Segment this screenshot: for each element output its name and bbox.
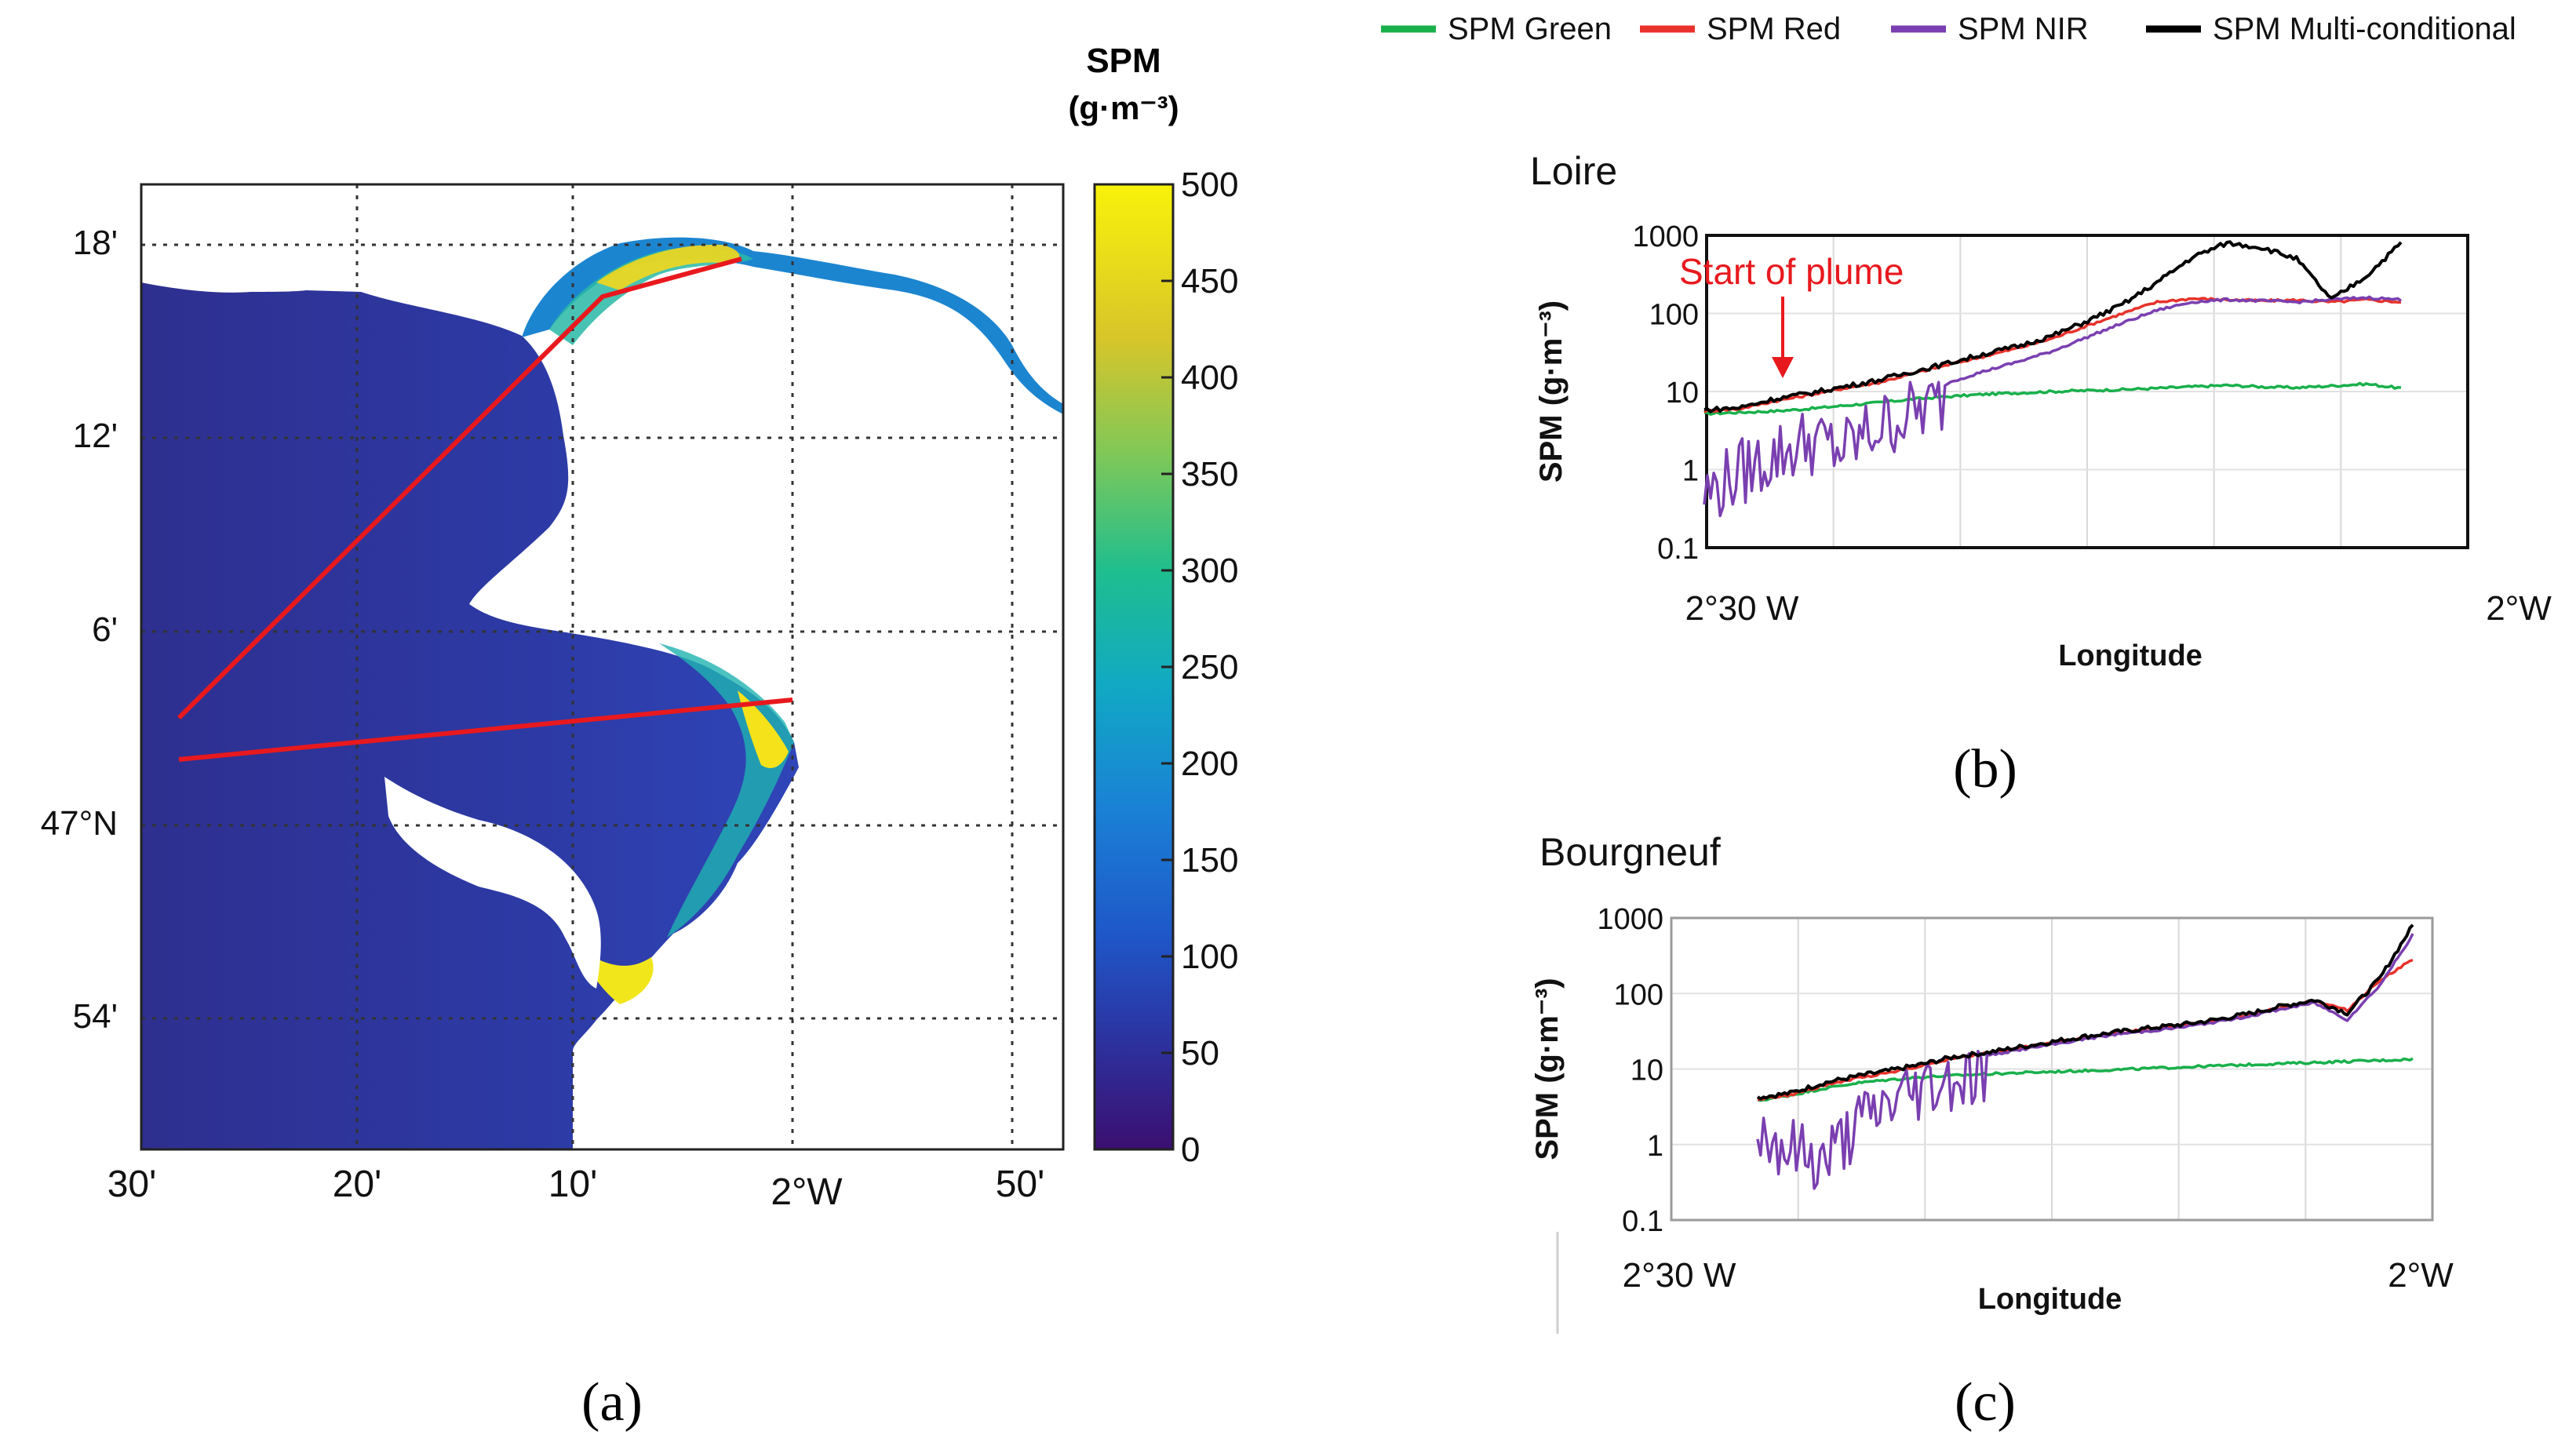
x-tick-label: 2°W [2388,1256,2454,1295]
loire-chart: Loire 1000 100 10 1 0.1 2°30 W 2°W Longitude SPM… [1530,149,2552,672]
y-tick-label: 0.1 [1657,533,1699,566]
lon-label: 30' [107,1164,157,1205]
series-line-spm-green [1757,1057,2414,1102]
colorbar-tick-label: 100 [1181,938,1238,976]
y-tick-label: 0.1 [1622,1205,1663,1238]
colorbar-tick-label: 300 [1181,552,1238,590]
plot-frame [1705,234,2469,549]
chart-title: Loire [1530,149,1617,193]
map-lon-labels: 30' 20' 10' 2°W 50' [107,1164,1045,1213]
legend-label: SPM Green [1448,12,1612,46]
y-tick-label: 10 [1630,1054,1663,1087]
colorbar-tick-label: 50 [1181,1034,1219,1073]
y-tick-label: 100 [1614,978,1663,1011]
bourgneuf-transect-line [178,698,793,762]
x-tick-label: 2°30 W [1685,589,1799,628]
x-tick-label: 2°W [2486,589,2552,628]
colorbar-tick-label: 0 [1181,1131,1200,1169]
legend-label: SPM NIR [1958,12,2089,46]
y-tick-label: 100 [1649,299,1699,332]
series-line-spm-green [1703,381,2402,416]
x-tick-label: 2°30 W [1623,1256,1736,1295]
bourgneuf-chart: Bourgneuf 1000 100 10 1 0.1 2°30 W 2°W Longitud… [1530,830,2454,1334]
loire-transect-line [177,257,742,720]
colorbar-tick-label: 200 [1181,745,1238,783]
plume-high-spm [596,244,740,290]
panel-label-b: (b) [1953,739,2017,799]
y-tick-label: 1000 [1597,903,1663,936]
legend-label: SPM Red [1707,12,1841,46]
plume-arrow-head [1772,357,1794,378]
spm-map: 18' 12' 6' 47°N 54' 30' 20' 10' 2°W 50' [41,183,1065,1213]
y-tick-label: 10 [1666,377,1699,410]
series-line-spm-nir [1703,295,2403,518]
colorbar-tick-label: 250 [1181,648,1238,687]
series-line-spm-red [1757,958,2414,1102]
colorbar-tick-label: 150 [1181,841,1238,880]
lat-label: 54' [73,997,118,1036]
colorbar-tick-label: 400 [1181,359,1238,397]
y-tick-label: 1 [1647,1130,1663,1163]
colorbar-units: (g·m⁻³) [1068,89,1179,126]
x-axis-label: Longitude [1978,1283,2122,1316]
legend: SPM Green SPM Red SPM NIR SPM Multi-conditi… [1381,12,2516,46]
colorbar-tick-label: 500 [1181,166,1238,204]
lon-label: 50' [996,1164,1045,1205]
lon-label: 10' [548,1164,598,1205]
legend-label: SPM Multi-conditional [2213,12,2516,46]
map-lat-labels: 18' 12' 6' 47°N 54' [41,224,118,1036]
colorbar: SPM (g·m⁻³) 5004504003503002502001501005… [1068,42,1238,1169]
y-axis-label: SPM (g·m⁻³) [1530,978,1565,1160]
island-noirmoutier [384,777,601,989]
colorbar-tick-label: 450 [1181,262,1238,300]
lat-label: 47°N [41,804,118,843]
colorbar-title: SPM [1086,42,1160,80]
colorbar-tick-label: 350 [1181,455,1238,494]
coastal-high-spm [738,690,789,768]
lon-label: 2°W [771,1171,843,1213]
panel-label-a: (a) [581,1372,643,1433]
lat-label: 12' [73,417,118,455]
series-line-spm-multi-conditional [1703,240,2403,413]
x-axis-label: Longitude [2058,639,2203,672]
plot-frame [1670,916,2434,1222]
map-gridlines [141,184,1063,1149]
y-tick-label: 1 [1682,455,1699,488]
lat-label: 18' [73,224,118,262]
series-line-spm-multi-conditional [1756,923,2414,1101]
chart-title: Bourgneuf [1539,830,1721,874]
map-frame [140,183,1065,1151]
lon-label: 20' [333,1164,382,1205]
y-tick-label: 1000 [1632,220,1699,253]
lat-label: 6' [92,610,118,649]
sea-area [141,282,799,1149]
plume-annotation: Start of plume [1679,251,1904,292]
panel-label-c: (c) [1955,1372,2016,1433]
series-line-spm-nir [1756,933,2414,1190]
y-axis-label: SPM (g·m⁻³) [1534,300,1569,483]
land-north [141,184,1063,396]
